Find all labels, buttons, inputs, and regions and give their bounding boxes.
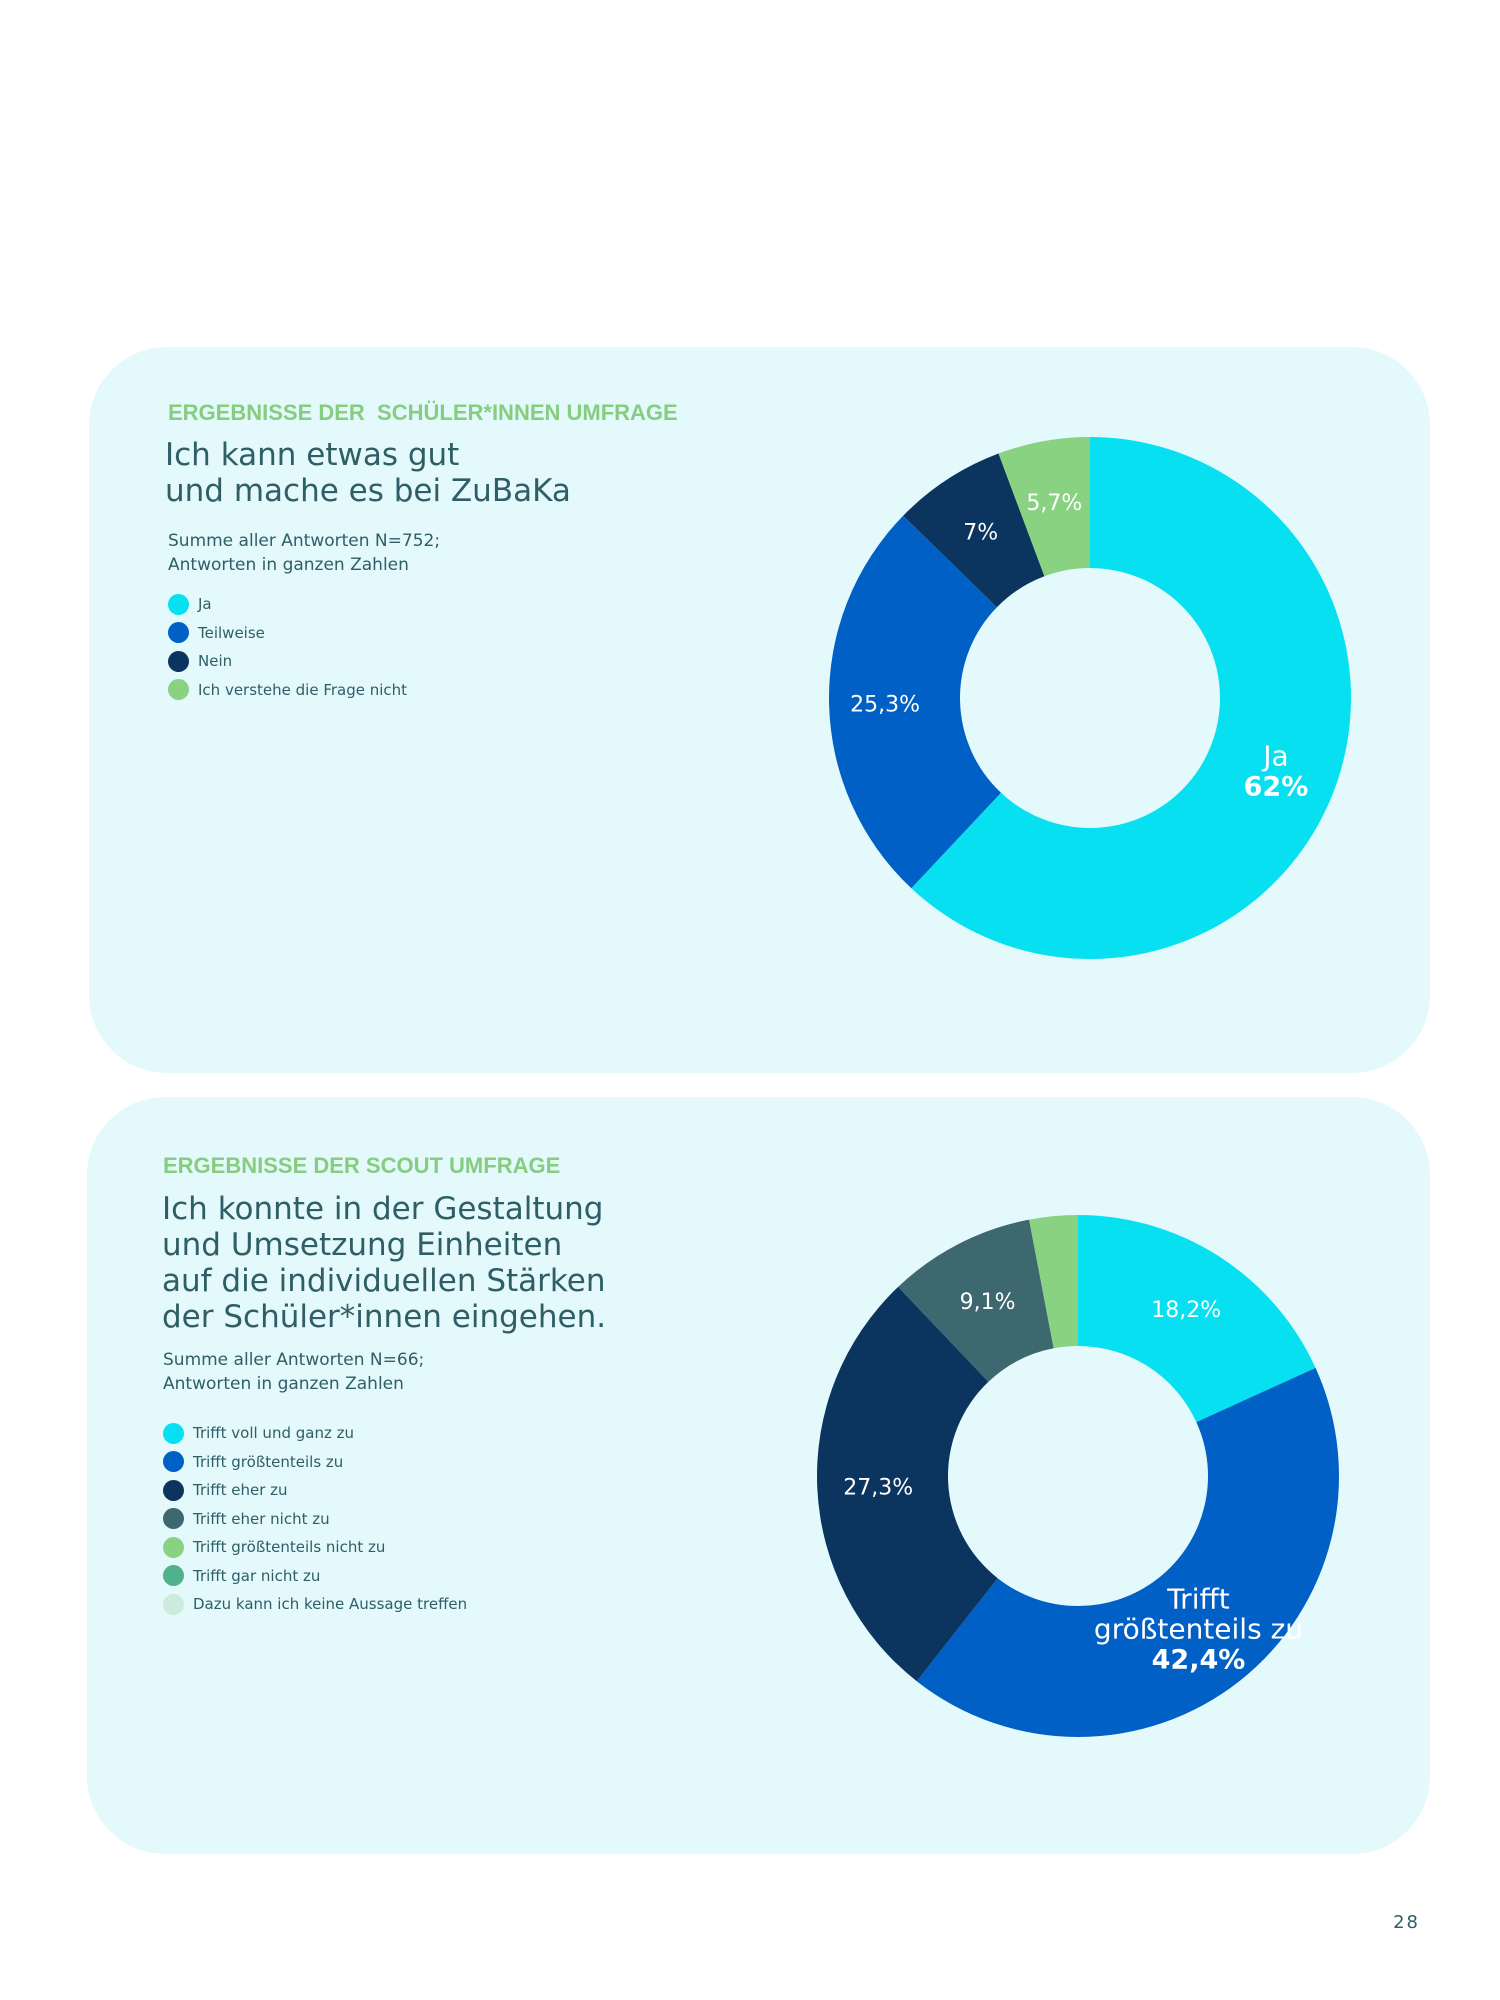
student-survey-heading: Ich kann etwas gut und mache es bei ZuBa… (165, 437, 571, 509)
scout-survey-legend: Trifft voll und ganz zu Trifft größtentei… (163, 1419, 467, 1619)
donut-slice-trifft-eher-nicht-zu (898, 1219, 1054, 1382)
legend-item-ja: Ja (168, 590, 407, 619)
slice-label-text: Trifft (1166, 1582, 1230, 1615)
slice-value-label: 7% (963, 520, 998, 545)
slice-label-text: Ja (1261, 740, 1288, 773)
legend-dot-icon (163, 1479, 184, 1501)
legend-label: Ja (198, 595, 212, 614)
legend-item-teilweise: Teilweise (168, 619, 407, 648)
student-survey-note: Summe aller Antworten N=752; Antworten i… (168, 531, 441, 575)
legend-dot-icon (168, 593, 189, 615)
student-survey-legend: Ja Teilweise Nein Ich verstehe die Frage ni… (168, 590, 407, 704)
legend-dot-icon (163, 1422, 184, 1444)
legend-item-ich-verstehe-die-frage-nicht: Ich verstehe die Frage nicht (168, 676, 407, 705)
legend-label: Trifft größtenteils nicht zu (193, 1538, 386, 1557)
legend-dot-icon (168, 679, 189, 701)
legend-item-trifft-grosstenteils-zu: Trifft größtenteils zu (163, 1448, 467, 1477)
legend-label: Trifft eher zu (193, 1481, 288, 1500)
legend-item-nein: Nein (168, 647, 407, 676)
donut-slice-ich-verstehe-die-frage-nicht (998, 437, 1090, 577)
legend-dot-icon (168, 622, 189, 644)
legend-dot-icon (163, 1536, 184, 1558)
scout-survey-card (87, 1097, 1430, 1854)
legend-item-dazu-kann-ich-keine-aussage-treffen: Dazu kann ich keine Aussage treffen (163, 1590, 467, 1619)
slice-value-label: 9,1% (960, 1290, 1016, 1315)
legend-label: Ich verstehe die Frage nicht (198, 680, 408, 699)
donut-slice-trifft-eher-zu (817, 1286, 998, 1682)
legend-item-trifft-gar-nicht-zu: Trifft gar nicht zu (163, 1562, 467, 1591)
legend-item-trifft-eher-zu: Trifft eher zu (163, 1476, 467, 1505)
slice-value-label: 5,7% (1026, 491, 1082, 516)
legend-dot-icon (163, 1508, 184, 1530)
scout-survey-note: Summe aller Antworten N=66; Antworten in… (163, 1350, 425, 1394)
slice-label-text: größtenteils zu (1094, 1612, 1303, 1645)
legend-label: Trifft voll und ganz zu (193, 1424, 354, 1443)
scout-survey-heading: Ich konnte in der Gestaltung und Umsetzu… (162, 1191, 607, 1335)
slice-value-label: 18,2% (1151, 1298, 1221, 1323)
donut-slice-nein (903, 453, 1045, 608)
legend-label: Trifft gar nicht zu (193, 1566, 321, 1585)
legend-label: Teilweise (198, 623, 265, 642)
legend-label: Trifft größtenteils zu (193, 1452, 344, 1471)
legend-label: Trifft eher nicht zu (193, 1509, 330, 1528)
legend-dot-icon (163, 1451, 184, 1473)
slice-value-label: 62% (1244, 772, 1309, 803)
slice-value-label: 27,3% (843, 1475, 913, 1500)
donut-slice-ja (911, 437, 1351, 960)
legend-dot-icon (168, 650, 189, 672)
slice-value-label: 42,4% (1152, 1644, 1246, 1675)
legend-dot-icon (163, 1593, 184, 1615)
legend-label: Nein (198, 652, 233, 671)
legend-item-trifft-grosstenteils-nicht-zu: Trifft größtenteils nicht zu (163, 1533, 467, 1562)
slice-value-label: 25,3% (850, 693, 920, 718)
donut-slice-trifft-grosstenteils-nicht-zu (1029, 1215, 1078, 1349)
donut-slice-trifft-voll-und-ganz-zu (1078, 1215, 1316, 1423)
legend-dot-icon (163, 1565, 184, 1587)
page-number: 28 (1393, 1912, 1420, 1933)
student-survey-eyebrow: ERGEBNISSE DER SCHÜLER*INNEN UMFRAGE (168, 400, 678, 425)
legend-item-trifft-voll-und-ganz-zu: Trifft voll und ganz zu (163, 1419, 467, 1448)
donut-slice-teilweise (829, 515, 1002, 889)
legend-label: Dazu kann ich keine Aussage treffen (193, 1595, 468, 1614)
scout-survey-eyebrow: ERGEBNISSE DER SCOUT UMFRAGE (163, 1153, 561, 1178)
donut-slice-trifft-grosstenteils-zu (916, 1367, 1339, 1737)
legend-item-trifft-eher-nicht-zu: Trifft eher nicht zu (163, 1505, 467, 1534)
